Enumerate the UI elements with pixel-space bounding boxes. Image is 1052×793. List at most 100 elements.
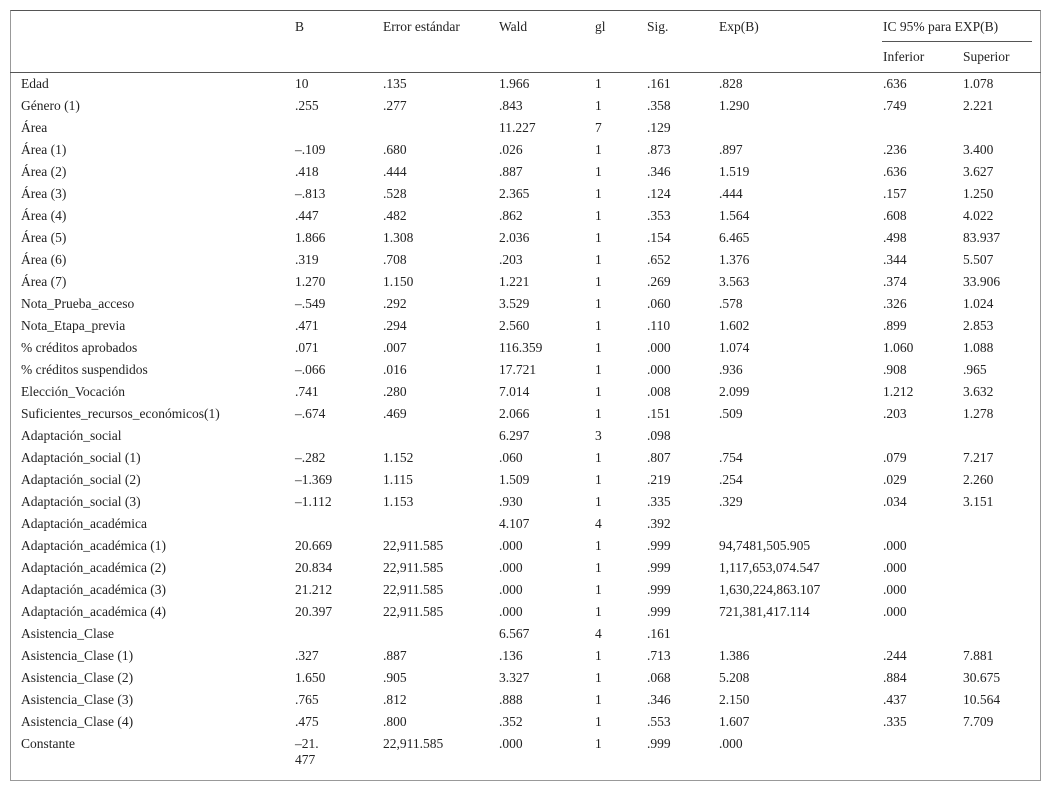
- cell: 2.150: [719, 692, 750, 707]
- cell: .905: [383, 670, 407, 685]
- cell: 1: [595, 186, 602, 201]
- cell: .236: [883, 142, 907, 157]
- cell: 3.632: [963, 384, 994, 399]
- cell: .418: [295, 164, 319, 179]
- row-label: Elección_Vocación: [21, 384, 125, 399]
- cell: .280: [383, 384, 407, 399]
- cell: 1: [595, 252, 602, 267]
- cell: .765: [295, 692, 319, 707]
- row-label: Asistencia_Clase (4): [21, 714, 134, 729]
- cell: .344: [883, 252, 907, 267]
- cell: .000: [883, 560, 907, 575]
- cell: 1.602: [719, 318, 750, 333]
- cell: 1: [595, 692, 602, 707]
- cell: 1: [595, 230, 602, 245]
- cell: 1.024: [963, 296, 994, 311]
- cell: 3.400: [963, 142, 994, 157]
- cell: .000: [499, 604, 523, 619]
- cell: .999: [647, 604, 671, 619]
- cell: .708: [383, 252, 407, 267]
- cell: 1: [595, 164, 602, 179]
- cell: .060: [647, 296, 671, 311]
- group-rule: [882, 41, 1032, 42]
- cell: 4.107: [499, 516, 530, 531]
- cell: 22,911.585: [383, 604, 444, 619]
- cell: 1: [595, 736, 602, 751]
- cell: 4: [595, 516, 602, 531]
- cell: 1: [595, 560, 602, 575]
- cell: .475: [295, 714, 319, 729]
- cell: .652: [647, 252, 671, 267]
- cell: .741: [295, 384, 319, 399]
- cell: 1.060: [883, 340, 914, 355]
- cell: .936: [719, 362, 743, 377]
- cell: 1.115: [383, 472, 413, 487]
- cell: .269: [647, 274, 671, 289]
- cell: .807: [647, 450, 671, 465]
- cell: .329: [719, 494, 743, 509]
- row-label: Género (1): [21, 98, 80, 113]
- cell: 17.721: [499, 362, 537, 377]
- row-label: Asistencia_Clase (1): [21, 648, 134, 663]
- cell: .007: [383, 340, 407, 355]
- row-label: Adaptación_académica: [21, 516, 147, 531]
- cell: 1.074: [719, 340, 750, 355]
- cell: .444: [719, 186, 743, 201]
- cell: 1.152: [383, 450, 414, 465]
- row-label: Adaptación_social (3): [21, 494, 141, 509]
- cell: .713: [647, 648, 671, 663]
- cell: .899: [883, 318, 907, 333]
- cell: .873: [647, 142, 671, 157]
- cell: .471: [295, 318, 319, 333]
- row-label: Asistencia_Clase (3): [21, 692, 134, 707]
- cell: .346: [647, 164, 671, 179]
- cell: .157: [883, 186, 907, 201]
- cell: 7: [595, 120, 602, 135]
- cell: 1.221: [499, 274, 530, 289]
- row-label: Suficientes_recursos_económicos(1): [21, 406, 220, 421]
- cell: 1: [595, 538, 602, 553]
- cell: .353: [647, 208, 671, 223]
- row-label: Área (5): [21, 230, 67, 245]
- row-label: Área: [21, 120, 48, 135]
- cell: 2.365: [499, 186, 530, 201]
- cell: 1.509: [499, 472, 530, 487]
- cell: 5.208: [719, 670, 750, 685]
- cell: 2.066: [499, 406, 530, 421]
- cell: 11.227: [499, 120, 536, 135]
- cell: 94,7481,505.905: [719, 538, 811, 553]
- cell: 1.966: [499, 76, 530, 91]
- cell: 6.567: [499, 626, 530, 641]
- cell: 3.627: [963, 164, 994, 179]
- cell: –1.369: [295, 472, 333, 487]
- cell: 20.397: [295, 604, 333, 619]
- ci-sub-header: Inferior: [883, 49, 925, 64]
- cell: 3.151: [963, 494, 994, 509]
- ci-group-header: IC 95% para EXP(B): [883, 19, 999, 34]
- cell: 1: [595, 450, 602, 465]
- cell: 10: [295, 76, 309, 91]
- cell: 1: [595, 384, 602, 399]
- row-label: Área (2): [21, 164, 67, 179]
- cell: 30.675: [963, 670, 1001, 685]
- cell: 1.153: [383, 494, 414, 509]
- cell: .887: [499, 164, 523, 179]
- cell: –.109: [295, 142, 326, 157]
- cell: 5.507: [963, 252, 994, 267]
- cell: .887: [383, 648, 407, 663]
- cell: .999: [647, 538, 671, 553]
- cell: .068: [647, 670, 671, 685]
- cell: .999: [647, 582, 671, 597]
- cell: 22,911.585: [383, 582, 444, 597]
- cell: .469: [383, 406, 407, 421]
- cell: 1.308: [383, 230, 414, 245]
- row-label: Edad: [21, 76, 49, 91]
- cell: 1.866: [295, 230, 326, 245]
- cell: .999: [647, 736, 671, 751]
- cell: .319: [295, 252, 319, 267]
- cell: 1: [595, 362, 602, 377]
- cell: 1.386: [719, 648, 750, 663]
- cell: .352: [499, 714, 523, 729]
- column-header: Sig.: [647, 19, 669, 34]
- cell: 3.327: [499, 670, 530, 685]
